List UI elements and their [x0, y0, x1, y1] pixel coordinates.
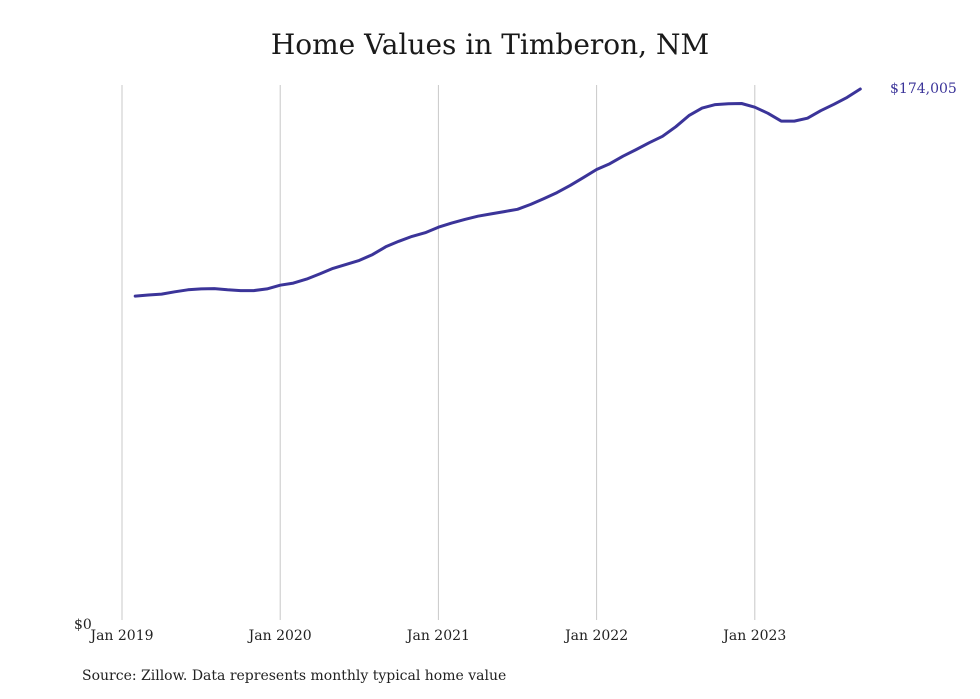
gridlines [121, 85, 756, 620]
end-value-label: $174,005 [890, 81, 957, 97]
x-tick-label: Jan 2020 [247, 628, 312, 644]
source-note: Source: Zillow. Data represents monthly … [82, 668, 507, 684]
series-line [133, 87, 862, 298]
x-tick-label: Jan 2023 [721, 628, 786, 644]
y-axis-zero-label: $0 [74, 617, 92, 633]
chart-title: Home Values in Timberon, NM [270, 28, 710, 61]
x-tick-label: Jan 2021 [405, 628, 470, 644]
x-tick-label: Jan 2022 [563, 628, 628, 644]
x-tick-label: Jan 2019 [88, 628, 153, 644]
x-axis-ticks: Jan 2019 Jan 2020 Jan 2021 Jan 2022 Jan 2023 [88, 628, 786, 644]
